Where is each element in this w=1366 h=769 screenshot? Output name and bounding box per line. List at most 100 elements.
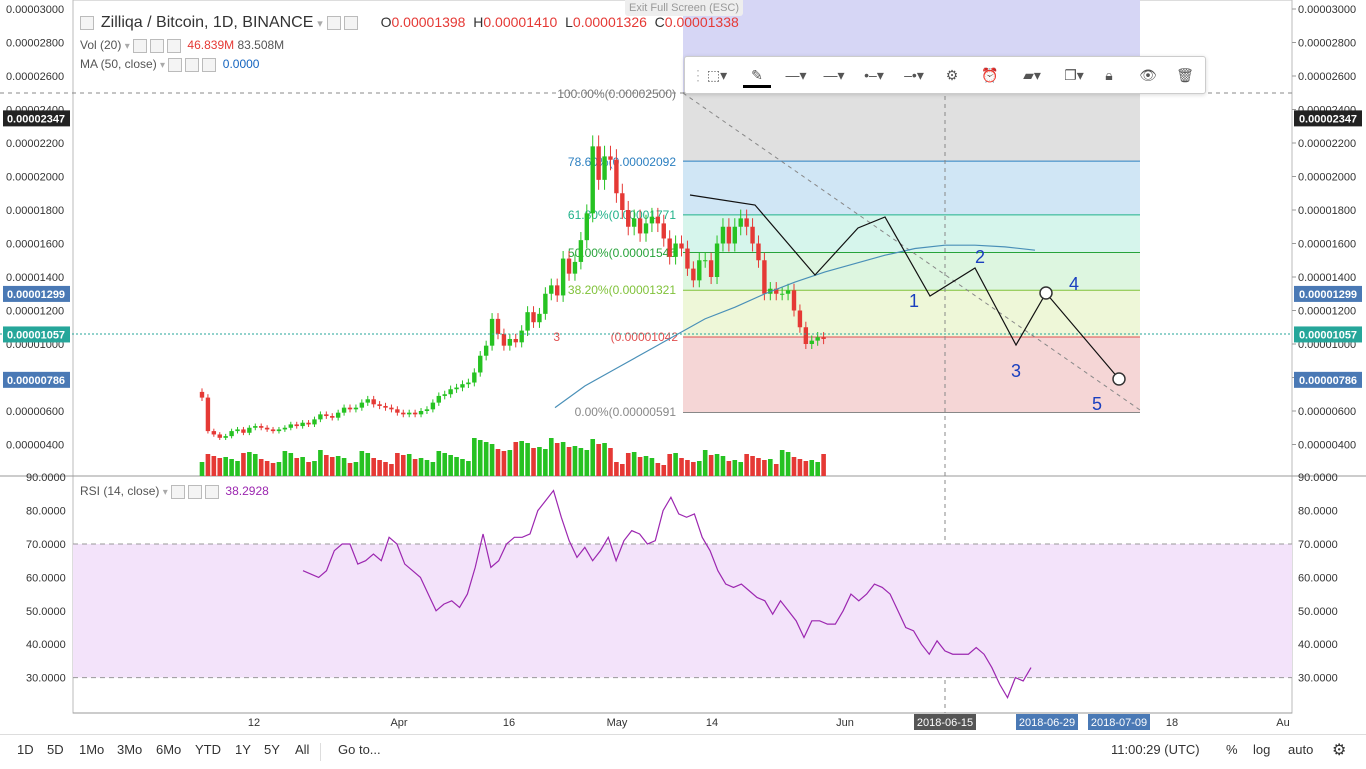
volume-bar [288, 453, 294, 476]
ma-label[interactable]: MA (50, close) [80, 57, 157, 71]
goto-button[interactable]: Go to... [338, 742, 381, 757]
volume-bar [264, 461, 270, 476]
fib-zone-100.00% [683, 92, 1140, 162]
rsi-label[interactable]: RSI (14, close) [80, 484, 160, 498]
lock-icon[interactable]: 🔒︎ [1105, 67, 1113, 83]
range-1mo[interactable]: 1Mo [79, 742, 105, 757]
volume-bar [685, 460, 690, 476]
line-end-icon[interactable]: –•▾ [904, 67, 924, 83]
chart-canvas[interactable]: 100.00%(0.00002500)78.60%(0.0000209261.8… [0, 0, 1366, 734]
range-ytd[interactable]: YTD [195, 742, 221, 757]
candle-body [555, 285, 560, 296]
volume-bar [501, 451, 507, 476]
close-icon[interactable] [205, 484, 220, 499]
eye-toggle-icon[interactable] [326, 16, 341, 31]
chevron-down-icon[interactable]: ▾ [124, 41, 130, 52]
candle-body [691, 268, 696, 281]
range-5y[interactable]: 5Y [264, 742, 280, 757]
legend-volume: Vol (20) ▾ 46.839M 83.508M [80, 38, 284, 53]
fib-label: 78.60%(0.00002092 [568, 155, 676, 169]
volume-bar [762, 460, 767, 476]
rsi-line [302, 489, 1032, 700]
drag-handle-icon[interactable]: ⋮ [691, 67, 705, 83]
range-1d[interactable]: 1D [17, 742, 34, 757]
candle-body [531, 312, 536, 323]
fib-zone-23.60% [683, 336, 1140, 413]
clone-icon[interactable]: ❐▾ [1064, 67, 1084, 83]
price-axis-label-left: 0.00002000 [6, 172, 64, 184]
wave-label: 1 [909, 291, 919, 311]
range-3mo[interactable]: 3Mo [117, 742, 143, 757]
volume-bar [649, 458, 655, 476]
volume-bar [631, 452, 637, 476]
gear-icon[interactable]: ⚙ [945, 67, 959, 83]
volume-bar [572, 446, 578, 476]
fibonacci-retracement[interactable]: 100.00%(0.00002500)78.60%(0.0000209261.8… [553, 0, 1141, 419]
candle-body [673, 243, 678, 257]
volume-bar [418, 458, 424, 476]
range-all[interactable]: All [295, 742, 310, 757]
line-style-solid-icon[interactable]: —▾ [785, 67, 807, 83]
chevron-down-icon[interactable]: ▾ [317, 18, 323, 30]
candle-body [347, 407, 353, 410]
candle-body [655, 216, 661, 224]
gear-icon[interactable] [188, 484, 203, 499]
chevron-down-icon[interactable]: ▾ [160, 60, 166, 71]
volume-label[interactable]: Vol (20) [80, 38, 122, 52]
eye-icon[interactable] [168, 57, 183, 72]
percent-toggle[interactable]: % [1226, 742, 1238, 757]
volume-bar [625, 453, 631, 476]
volume-bar [584, 450, 590, 476]
time-axis-label: 18 [1166, 717, 1178, 729]
volume-bar [507, 450, 513, 476]
time-axis-label: Jun [836, 717, 854, 729]
candle-body [211, 431, 217, 435]
candle-body [744, 218, 749, 227]
template-icon[interactable]: ▰▾ [1023, 67, 1041, 83]
volume-bar [294, 458, 300, 476]
candle-body [501, 333, 507, 346]
volume-bar [335, 456, 341, 476]
eye-icon[interactable] [171, 484, 186, 499]
symbol-title[interactable]: Zilliqa / Bitcoin, 1D, BINANCE [100, 14, 314, 31]
close-icon[interactable] [167, 38, 182, 53]
volume-bar [466, 461, 471, 476]
fib-label: 0.00%(0.00000591 [575, 405, 677, 419]
pencil-icon[interactable]: ✎ [743, 65, 771, 88]
price-tag-left-text: 0.00001057 [7, 329, 65, 341]
volume-bar [655, 463, 661, 476]
collapse-legend-icon[interactable] [80, 16, 94, 31]
line-start-icon[interactable]: •–▾ [864, 67, 884, 83]
drawing-toolbar[interactable]: ⋮ ⬚▾ ✎ —▾ —▾ •–▾ –•▾ ⚙ ⏰ ▰▾ ❐▾ 🔒︎ 👁︎ 🗑︎ [684, 56, 1206, 94]
eye-icon[interactable] [133, 38, 148, 53]
line-width-icon[interactable]: —▾ [823, 67, 845, 83]
candle-body [306, 422, 311, 425]
log-toggle[interactable]: log [1253, 742, 1271, 757]
candle-body [288, 424, 293, 428]
candle-body [626, 210, 631, 227]
candle-body [365, 399, 370, 403]
chevron-down-icon[interactable]: ▾ [162, 487, 168, 498]
volume-value: 46.839M [187, 38, 235, 52]
select-tool-icon[interactable]: ⬚▾ [706, 67, 728, 83]
candle-body [513, 338, 518, 343]
gear-icon[interactable] [150, 38, 165, 53]
gear-icon[interactable] [185, 57, 200, 72]
auto-toggle[interactable]: auto [1288, 742, 1314, 757]
range-1y[interactable]: 1Y [235, 742, 251, 757]
candle-body [714, 243, 720, 277]
range-5d[interactable]: 5D [47, 742, 64, 757]
settings-gear-icon[interactable]: ⚙ [1332, 742, 1347, 759]
settings-icon[interactable] [343, 16, 358, 31]
range-6mo[interactable]: 6Mo [156, 742, 182, 757]
alert-icon[interactable]: ⏰ [981, 67, 999, 83]
exit-fullscreen-hint[interactable]: Exit Full Screen (ESC) [625, 0, 743, 16]
bottom-toolbar: 1D 5D 1Mo 3Mo 6Mo YTD 1Y 5Y All Go to...… [0, 734, 1366, 769]
price-axis-label-left: 0.00000600 [6, 406, 64, 418]
close-icon[interactable] [202, 57, 217, 72]
trash-icon[interactable]: 🗑︎ [1176, 67, 1194, 83]
legend-icons[interactable] [326, 14, 377, 31]
clock-time[interactable]: 11:00:29 (UTC) [1111, 742, 1200, 757]
price-axis-label-right: 0.00000400 [1298, 440, 1356, 452]
eye-icon[interactable]: 👁︎ [1139, 67, 1157, 83]
